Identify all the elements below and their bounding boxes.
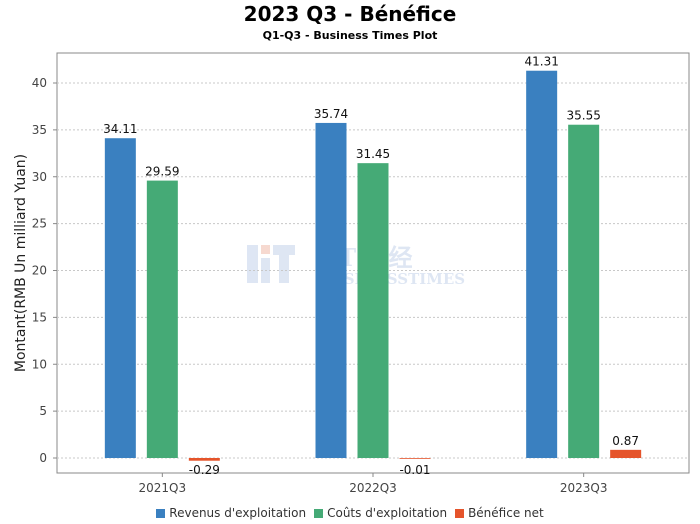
y-tick-label: 5	[39, 404, 47, 418]
bar	[357, 163, 389, 458]
bar	[146, 180, 178, 458]
data-label: -0.01	[399, 463, 430, 477]
data-label: 31.45	[356, 147, 390, 161]
y-tick-label: 30	[32, 170, 47, 184]
bar	[188, 458, 220, 461]
data-label: 35.55	[566, 109, 600, 123]
data-label: 0.87	[612, 434, 639, 448]
data-label: 29.59	[145, 165, 179, 179]
y-tick-label: 25	[32, 217, 47, 231]
y-axis-label: Montant(RMB Un milliard Yuan)	[13, 154, 29, 372]
legend-swatch	[455, 508, 465, 518]
y-tick-label: 20	[32, 264, 47, 278]
x-tick-label: 2022Q3	[349, 481, 397, 495]
legend-swatch	[314, 508, 324, 518]
legend-label: Bénéfice net	[468, 506, 544, 520]
bar	[399, 458, 431, 459]
bar	[526, 70, 558, 458]
x-tick-label: 2023Q3	[560, 481, 608, 495]
legend-item: Coûts d'exploitation	[314, 506, 447, 520]
y-tick-label: 40	[32, 76, 47, 90]
y-tick-label: 15	[32, 310, 47, 324]
x-tick-label: 2021Q3	[139, 481, 187, 495]
chart-legend: Revenus d'exploitation Coûts d'exploitati…	[0, 506, 700, 520]
legend-item: Revenus d'exploitation	[156, 506, 306, 520]
data-label: 34.11	[103, 122, 137, 136]
legend-item: Bénéfice net	[455, 506, 544, 520]
data-label: 35.74	[314, 107, 348, 121]
legend-label: Coûts d'exploitation	[327, 506, 448, 520]
chart-subtitle: Q1-Q3 - Business Times Plot	[262, 29, 438, 42]
data-label: 41.31	[524, 55, 558, 69]
chart-title: 2023 Q3 - Bénéfice	[243, 2, 457, 26]
svg-text:BUSINESSTIMES: BUSINESSTIMES	[318, 270, 465, 288]
legend-label: Revenus d'exploitation	[169, 506, 307, 520]
bar	[104, 138, 136, 458]
bar	[568, 124, 600, 458]
y-tick-label: 35	[32, 123, 47, 137]
y-tick-label: 0	[39, 451, 47, 465]
bar	[315, 122, 347, 458]
data-label: -0.29	[189, 463, 220, 477]
legend-swatch	[156, 508, 166, 518]
bar	[610, 449, 642, 458]
y-tick-label: 10	[32, 357, 47, 371]
